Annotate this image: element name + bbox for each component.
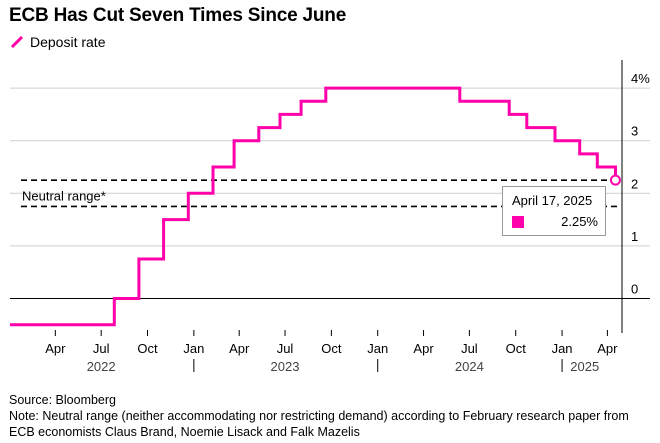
x-tick-label: Apr (597, 341, 618, 356)
chart-area: 4% 3 2 1 0 Apr Jul Oct Jan Apr Jul Oct Jan Apr Jul Oct J… (10, 60, 650, 374)
tooltip-value: 2.25% (561, 214, 598, 229)
x-tick-label: Apr (45, 341, 66, 356)
series-line-deposit-rate (10, 86, 617, 327)
footer: Source: Bloomberg Note: Neutral range (n… (9, 392, 649, 440)
y-tick-label: 2 (631, 176, 638, 191)
y-tick-label: 4% (631, 71, 650, 86)
x-tick-label: Oct (137, 341, 158, 356)
x-tick-label: Oct (506, 341, 527, 356)
note-text: Note: Neutral range (neither accommodati… (9, 409, 629, 439)
year-label: 2025 (570, 359, 599, 374)
year-label: 2023 (271, 359, 300, 374)
legend-swatch-icon (10, 36, 24, 48)
x-tick-label: Oct (321, 341, 342, 356)
x-tick-label: Jul (93, 341, 110, 356)
x-tick-label: Jul (461, 341, 478, 356)
x-tick-label: Apr (229, 341, 250, 356)
x-tick-label: Jan (367, 341, 388, 356)
x-tick-label: Jan (552, 341, 573, 356)
tooltip-swatch (512, 216, 524, 228)
chart-title: ECB Has Cut Seven Times Since June (9, 5, 347, 26)
x-tick-label: Jan (183, 341, 204, 356)
year-label: 2022 (87, 359, 116, 374)
y-tick-label: 1 (631, 229, 638, 244)
x-tick-label: Apr (413, 341, 434, 356)
legend-label: Deposit rate (30, 34, 106, 50)
neutral-range-label: Neutral range* (22, 188, 106, 203)
last-point-marker (609, 174, 621, 186)
x-tick-label: Jul (277, 341, 294, 356)
source-text: Source: Bloomberg (9, 393, 117, 407)
y-tick-label: 0 (631, 281, 638, 296)
y-tick-label: 3 (631, 124, 638, 139)
legend: Deposit rate (10, 34, 105, 50)
year-label: 2024 (455, 359, 484, 374)
tooltip: April 17, 2025 2.25% (502, 186, 606, 236)
tooltip-date: April 17, 2025 (512, 193, 593, 208)
